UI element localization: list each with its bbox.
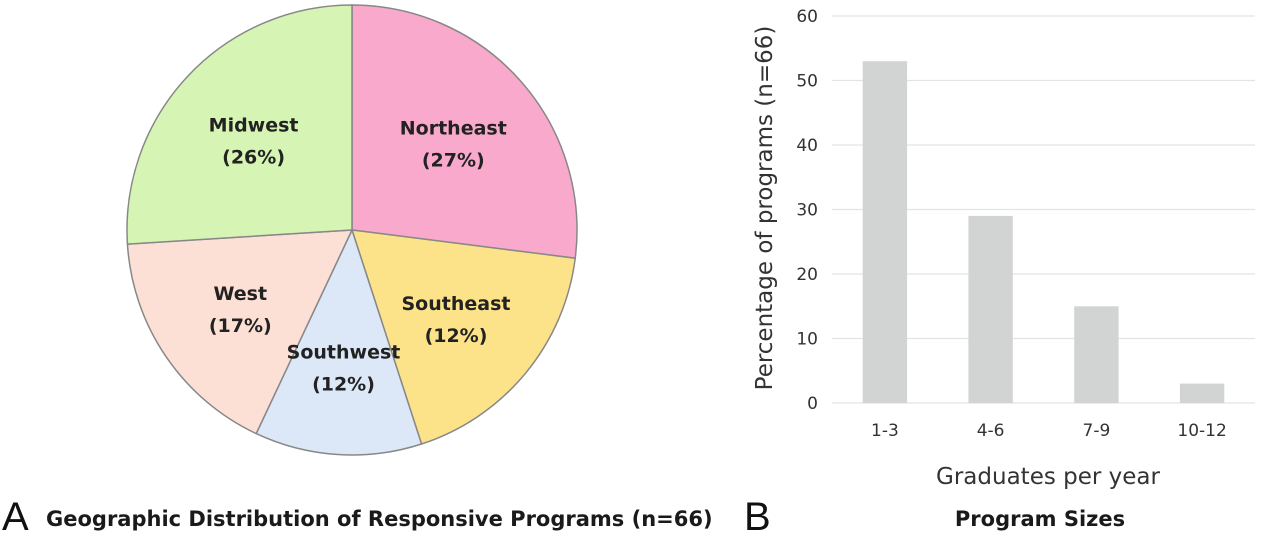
pie-slice-pct-southeast: (12%)	[425, 325, 488, 347]
bar-7-9	[1074, 306, 1119, 404]
panel-letter-b: B	[744, 495, 771, 535]
pie-slice-midwest	[126, 4, 353, 245]
bar-y-tick-label: 20	[796, 265, 818, 285]
bar-x-tick-labels: 1-3 4-6 7-9 10-12	[871, 421, 1227, 441]
pie-slice-label-northeast: Northeast	[400, 118, 507, 140]
bar-y-tick-label: 50	[796, 72, 818, 92]
pie-slice-label-midwest: Midwest	[209, 115, 299, 137]
pie-slice-west	[126, 229, 354, 435]
pie-slice-label-west: West	[214, 283, 268, 305]
bar-1-3	[862, 61, 908, 403]
pie-slice-pct-west: (17%)	[209, 315, 272, 337]
bar-y-tick-label: 40	[796, 136, 818, 156]
panel-letter-a: A	[2, 495, 29, 535]
pie-slice-label-southwest: Southwest	[287, 342, 401, 364]
bar-y-tick-label: 30	[796, 201, 818, 221]
pie-slice-northeast	[351, 4, 578, 260]
bar-y-axis-label: Percentage of programs (n=66)	[752, 26, 778, 391]
pie-slice-pct-northeast: (27%)	[422, 150, 485, 172]
bar-y-tick-label: 10	[796, 330, 818, 350]
bar-chart-title: Program Sizes	[955, 507, 1125, 531]
pie-labels: Northeast (27%) Southeast (12%) Southwest (12…	[209, 115, 511, 396]
bar-x-tick-label: 4-6	[977, 421, 1005, 441]
bar-y-tick-label: 60	[796, 7, 818, 27]
pie-chart-title: Geographic Distribution of Responsive Pr…	[46, 507, 713, 531]
bar-x-axis-label: Graduates per year	[936, 464, 1160, 490]
bar-y-tick-labels: 0 10 20 30 40 50 60	[796, 7, 818, 414]
pie-slice-southwest	[255, 227, 423, 456]
pie-chart: Northeast (27%) Southeast (12%) Southwest (12…	[126, 4, 578, 456]
bar-x-tick-label: 7-9	[1083, 421, 1111, 441]
bar-x-tick-label: 1-3	[871, 421, 899, 441]
pie-slices	[126, 4, 578, 456]
bar-y-tick-label: 0	[807, 394, 818, 414]
pie-slice-label-southeast: Southeast	[402, 293, 511, 315]
bar-bars	[862, 61, 1225, 404]
pie-slice-pct-midwest: (26%)	[222, 147, 285, 169]
bar-10-12	[1179, 383, 1225, 403]
pie-slice-pct-southwest: (12%)	[312, 374, 375, 396]
bar-4-6	[968, 215, 1013, 403]
pie-slice-southeast	[350, 229, 577, 445]
bar-chart: 0 10 20 30 40 50 60 1-3 4-6 7-9 10-12 Percentage …	[752, 7, 1255, 490]
bar-x-tick-label: 10-12	[1177, 421, 1226, 441]
